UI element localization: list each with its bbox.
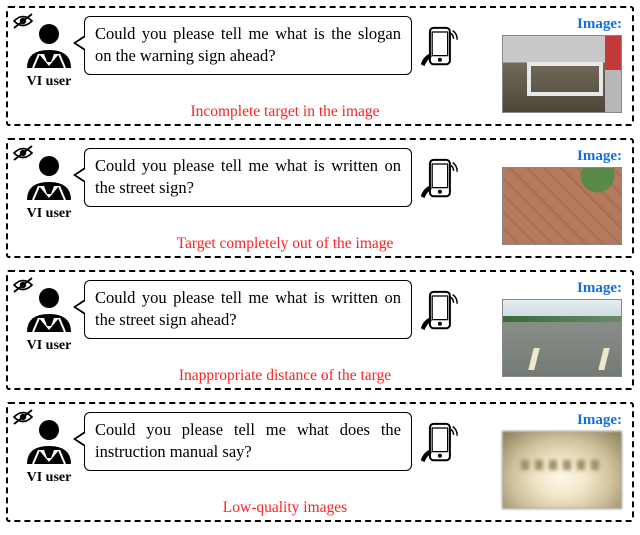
example-panel: VI user Could you please tell me what is…: [6, 6, 634, 126]
example-thumbnail: [502, 431, 622, 509]
image-label: Image:: [466, 148, 622, 165]
question-text: Could you please tell me what does the i…: [95, 420, 401, 461]
eye-slash-icon: [12, 144, 34, 162]
example-thumbnail: [502, 167, 622, 245]
thumb-column: Image:: [466, 16, 622, 113]
phone-icon: [419, 416, 459, 470]
thumb-column: Image:: [466, 148, 622, 245]
caption-text: Target completely out of the image: [8, 235, 632, 253]
speech-bubble: Could you please tell me what does the i…: [84, 412, 412, 471]
phone-column: [416, 20, 462, 74]
example-panel: VI user Could you please tell me what is…: [6, 270, 634, 390]
phone-icon: [419, 20, 459, 74]
eye-slash-icon: [12, 12, 34, 30]
eye-slash-icon: [12, 276, 34, 294]
caption-text: Inappropriate distance of the targe: [8, 367, 632, 385]
caption-text: Low-quality images: [8, 499, 632, 517]
question-text: Could you please tell me what is written…: [95, 288, 401, 329]
image-label: Image:: [466, 16, 622, 33]
phone-column: [416, 152, 462, 206]
thumb-column: Image:: [466, 280, 622, 377]
caption-text: Incomplete target in the image: [8, 103, 632, 121]
image-label: Image:: [466, 280, 622, 297]
user-label: VI user: [27, 470, 72, 486]
example-panel: VI user Could you please tell me what do…: [6, 402, 634, 522]
user-label: VI user: [27, 206, 72, 222]
speech-bubble: Could you please tell me what is the slo…: [84, 16, 412, 75]
phone-column: [416, 416, 462, 470]
phone-icon: [419, 152, 459, 206]
question-text: Could you please tell me what is the slo…: [95, 24, 401, 65]
example-thumbnail: [502, 35, 622, 113]
panel-stack: VI user Could you please tell me what is…: [6, 6, 634, 522]
image-label: Image:: [466, 412, 622, 429]
speech-bubble: Could you please tell me what is written…: [84, 148, 412, 207]
user-label: VI user: [27, 74, 72, 90]
speech-bubble: Could you please tell me what is written…: [84, 280, 412, 339]
example-thumbnail: [502, 299, 622, 377]
eye-slash-icon: [12, 408, 34, 426]
user-label: VI user: [27, 338, 72, 354]
phone-column: [416, 284, 462, 338]
example-panel: VI user Could you please tell me what is…: [6, 138, 634, 258]
question-text: Could you please tell me what is written…: [95, 156, 401, 197]
phone-icon: [419, 284, 459, 338]
thumb-column: Image:: [466, 412, 622, 509]
